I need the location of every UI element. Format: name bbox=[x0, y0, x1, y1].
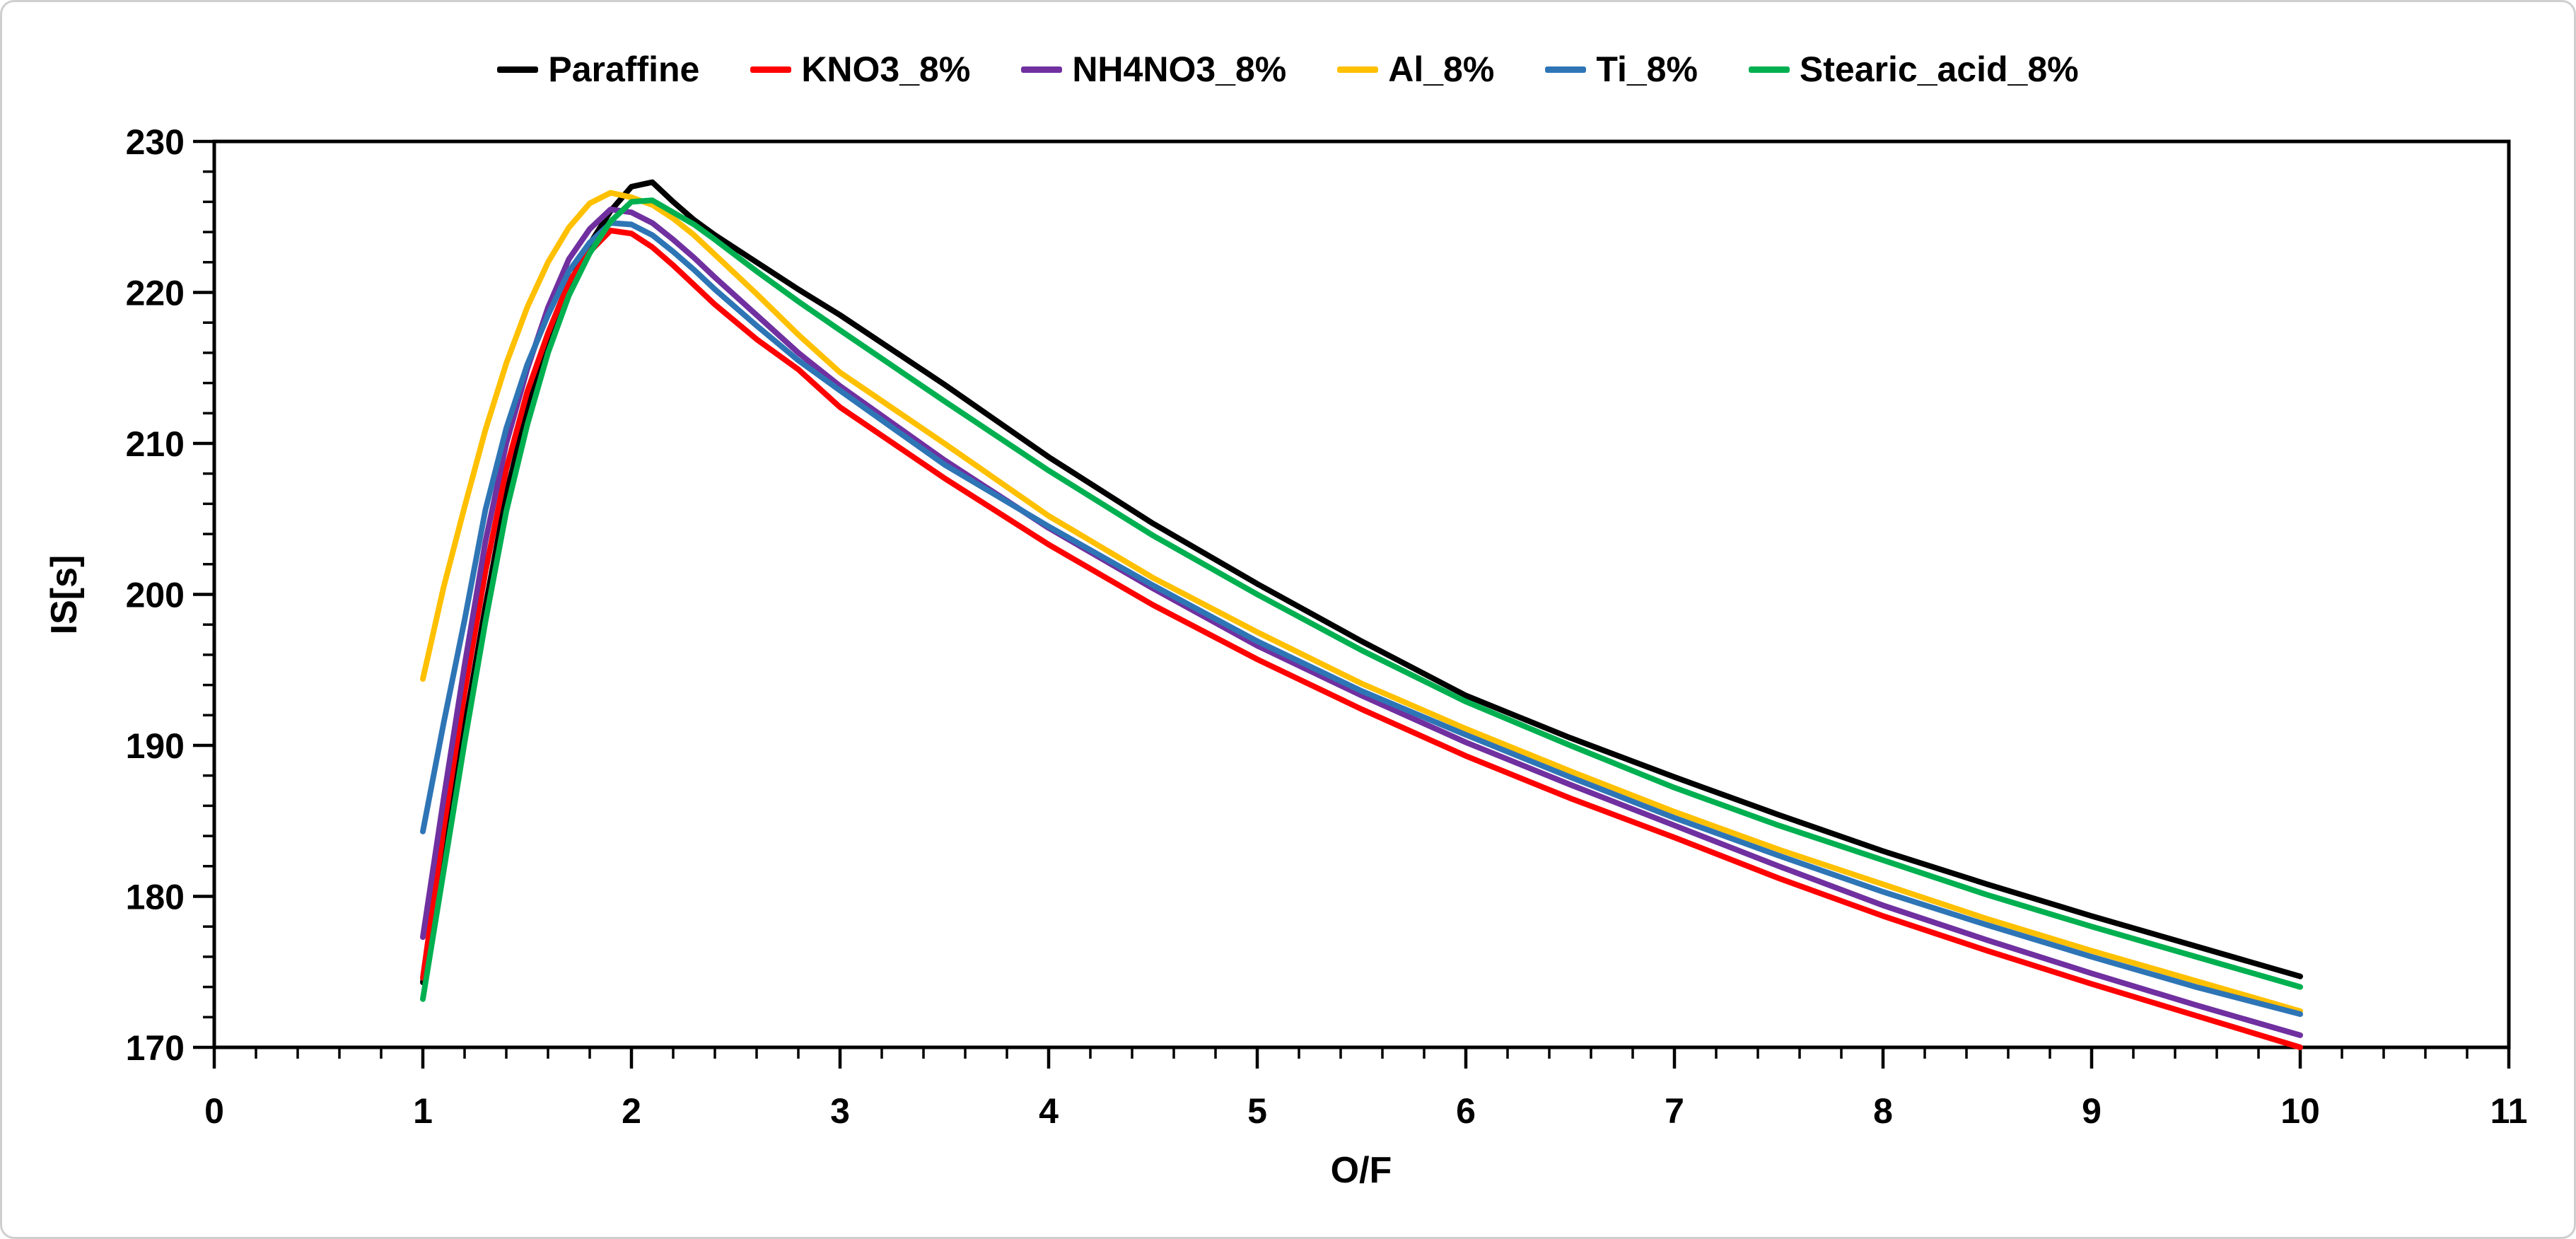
x-tick-label: 3 bbox=[830, 1091, 850, 1131]
x-tick-label: 10 bbox=[2280, 1091, 2320, 1131]
series-line-kno3-8- bbox=[420, 228, 2303, 1050]
y-tick-label: 170 bbox=[126, 1028, 185, 1068]
series-line-stearic-acid-8- bbox=[420, 197, 2303, 1002]
x-tick-label: 11 bbox=[2490, 1091, 2528, 1131]
x-tick-label: 7 bbox=[1665, 1091, 1684, 1131]
x-tick-label: 2 bbox=[622, 1091, 641, 1131]
y-tick-label: 230 bbox=[126, 122, 185, 162]
series-line-ti-8- bbox=[420, 220, 2303, 1017]
series-line-al-8- bbox=[420, 190, 2303, 1014]
x-tick-label: 8 bbox=[1873, 1091, 1893, 1131]
y-axis-title: IS[s] bbox=[44, 554, 85, 635]
x-tick-label: 1 bbox=[413, 1091, 433, 1131]
x-tick-label: 5 bbox=[1247, 1091, 1267, 1131]
y-tick-label: 180 bbox=[126, 878, 185, 917]
y-tick-label: 200 bbox=[126, 576, 185, 615]
series-line-nh4no3-8- bbox=[420, 206, 2303, 1038]
x-axis-title: O/F bbox=[1330, 1150, 1392, 1191]
y-tick-label: 190 bbox=[126, 726, 185, 766]
series-line-paraffine bbox=[420, 179, 2303, 986]
x-tick-label: 0 bbox=[204, 1091, 224, 1131]
y-tick-label: 220 bbox=[126, 274, 185, 313]
y-tick-label: 210 bbox=[126, 424, 185, 464]
x-tick-label: 6 bbox=[1456, 1091, 1476, 1131]
x-tick-label: 9 bbox=[2082, 1091, 2102, 1131]
x-tick-label: 4 bbox=[1039, 1091, 1059, 1131]
